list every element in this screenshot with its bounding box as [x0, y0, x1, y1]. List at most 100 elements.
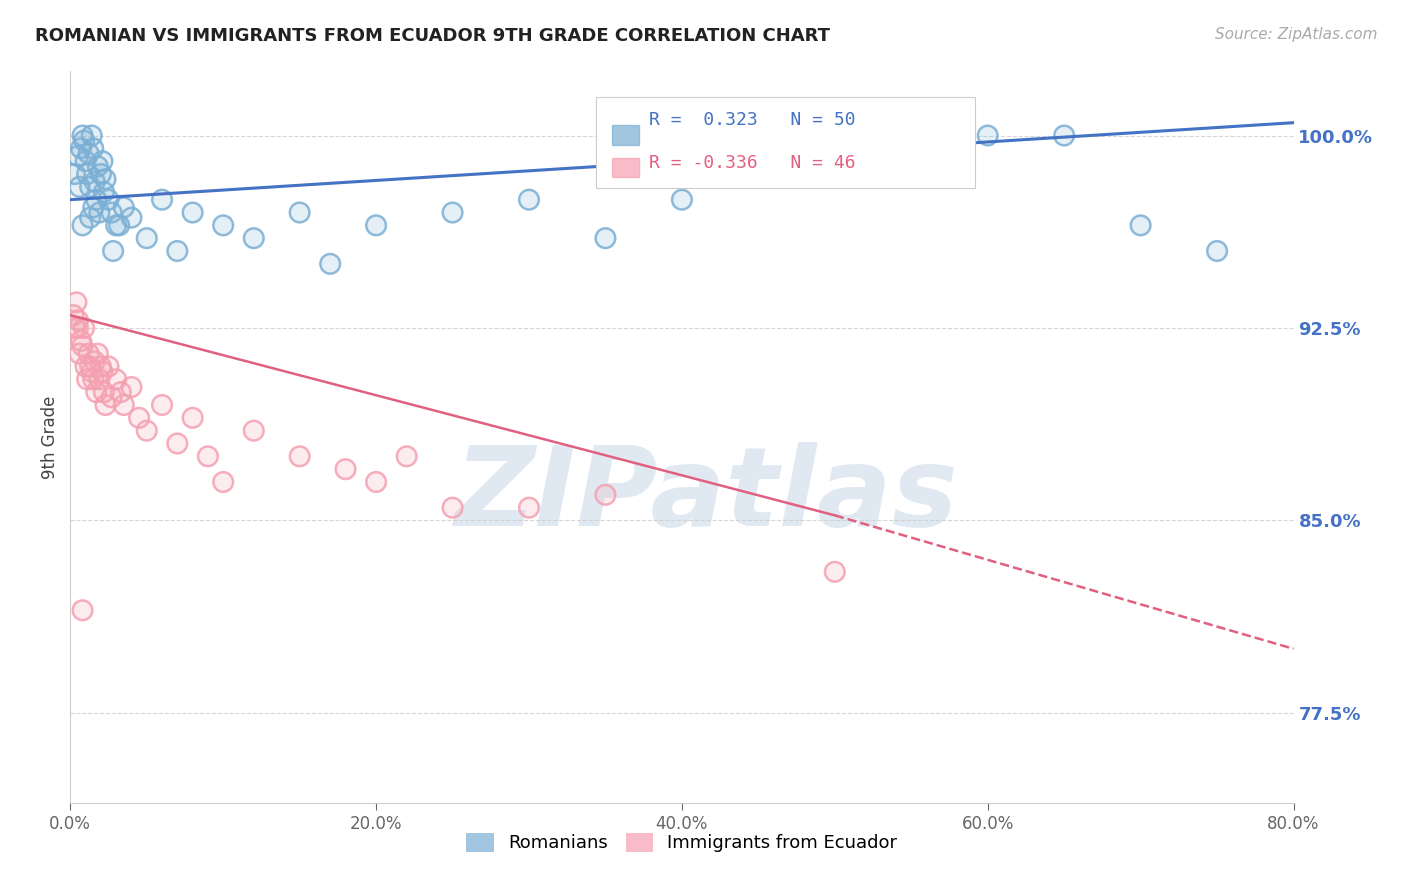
Point [595, 488, 617, 502]
Point [91, 154, 114, 169]
Text: ROMANIAN VS IMMIGRANTS FROM ECUADOR 9TH GRADE CORRELATION CHART: ROMANIAN VS IMMIGRANTS FROM ECUADOR 9TH … [35, 27, 830, 45]
Point [366, 219, 388, 233]
Point [105, 372, 128, 386]
Point [84, 193, 107, 207]
Text: R =  0.323   N = 50: R = 0.323 N = 50 [650, 112, 855, 129]
Point [65, 295, 87, 310]
Point [319, 257, 342, 271]
Point [91, 365, 114, 379]
Point [243, 424, 266, 438]
Point [395, 450, 418, 464]
Point [747, 154, 769, 169]
Point [1129, 219, 1152, 233]
Point [72, 339, 94, 353]
Point [517, 500, 540, 515]
Point [90, 359, 112, 374]
Point [121, 211, 143, 225]
Point [366, 475, 388, 489]
Point [89, 372, 111, 386]
Point [900, 128, 922, 143]
Point [89, 205, 111, 219]
Point [87, 159, 110, 173]
Point [66, 149, 89, 163]
Point [671, 193, 693, 207]
Point [441, 500, 464, 515]
Point [243, 231, 266, 245]
Point [288, 205, 311, 219]
Point [93, 385, 115, 400]
Point [335, 462, 357, 476]
Point [824, 128, 846, 143]
Point [150, 398, 173, 412]
Point [72, 128, 94, 143]
Point [97, 193, 120, 207]
Point [1206, 244, 1229, 258]
Point [517, 500, 540, 515]
Point [97, 359, 120, 374]
Point [181, 205, 204, 219]
Point [66, 321, 89, 335]
Point [108, 219, 131, 233]
Point [80, 365, 103, 379]
Point [82, 372, 104, 386]
Point [1206, 244, 1229, 258]
Point [366, 475, 388, 489]
Point [100, 390, 122, 404]
Point [112, 398, 135, 412]
Point [212, 475, 235, 489]
Y-axis label: 9th Grade: 9th Grade [41, 395, 59, 479]
Point [110, 385, 132, 400]
Point [82, 141, 104, 155]
FancyBboxPatch shape [612, 125, 640, 145]
Point [747, 154, 769, 169]
Point [135, 424, 157, 438]
Point [976, 128, 998, 143]
Point [62, 308, 84, 322]
Point [82, 141, 104, 155]
Point [70, 141, 93, 155]
Point [112, 200, 135, 214]
Text: ZIPatlas: ZIPatlas [454, 442, 959, 549]
FancyBboxPatch shape [596, 97, 976, 188]
Point [121, 380, 143, 394]
Point [97, 359, 120, 374]
Point [84, 193, 107, 207]
Point [72, 339, 94, 353]
Point [63, 321, 86, 335]
Point [65, 295, 87, 310]
Point [101, 244, 124, 258]
Point [121, 211, 143, 225]
Point [288, 450, 311, 464]
Point [82, 372, 104, 386]
Legend: Romanians, Immigrants from Ecuador: Romanians, Immigrants from Ecuador [460, 826, 904, 860]
Point [243, 231, 266, 245]
Point [166, 244, 188, 258]
Point [128, 410, 150, 425]
Point [166, 436, 188, 450]
Point [319, 257, 342, 271]
Point [395, 450, 418, 464]
Point [73, 134, 96, 148]
Point [87, 346, 110, 360]
Point [150, 193, 173, 207]
Point [89, 372, 111, 386]
Point [212, 219, 235, 233]
Point [150, 193, 173, 207]
Point [66, 321, 89, 335]
Point [75, 154, 97, 169]
Point [87, 159, 110, 173]
Point [671, 193, 693, 207]
Point [73, 134, 96, 148]
Point [70, 141, 93, 155]
Point [197, 450, 219, 464]
Point [66, 149, 89, 163]
Point [72, 128, 94, 143]
Point [1129, 219, 1152, 233]
Point [1053, 128, 1076, 143]
Point [84, 385, 107, 400]
Point [1053, 128, 1076, 143]
Point [288, 450, 311, 464]
Point [89, 205, 111, 219]
Point [80, 128, 103, 143]
Point [63, 167, 86, 181]
